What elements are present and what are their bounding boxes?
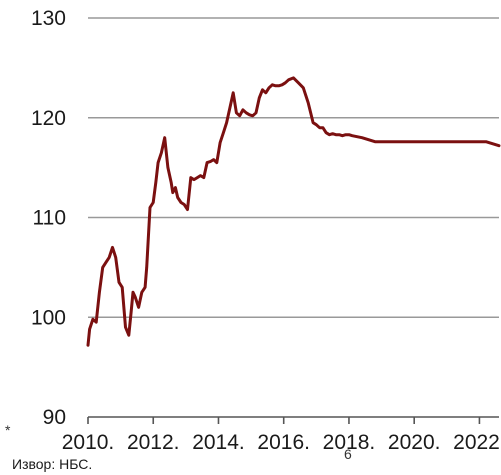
- x-tick-label: 2010.: [62, 431, 115, 454]
- series-group: [86, 76, 501, 347]
- y-tick-label: 100: [31, 306, 66, 329]
- footnote-mark: *: [5, 422, 11, 438]
- x-tick-label: 2022.: [453, 431, 501, 454]
- x-axis-ticks: 2010. 2012. 2014. 2016. 2018. 2020. 2022.: [62, 431, 501, 454]
- x-tick-label: 2014.: [192, 431, 245, 454]
- y-tick-label: 120: [31, 107, 66, 130]
- y-axis-ticks: 90 100 110 120 130: [31, 7, 66, 429]
- stray-mark: 6: [344, 446, 352, 462]
- x-tick-label: 2012.: [127, 431, 180, 454]
- y-tick-label: 130: [31, 7, 66, 30]
- source-note: Извор: НБС.: [12, 456, 92, 472]
- x-tick-label: 2018.: [323, 431, 376, 454]
- gridlines: [88, 17, 499, 319]
- x-axis: [87, 416, 499, 424]
- y-tick-label: 110: [33, 207, 66, 230]
- y-tick-label: 90: [43, 406, 66, 429]
- series-line: [86, 76, 501, 347]
- x-tick-label: 2016.: [257, 431, 310, 454]
- x-tick-label: 2020.: [388, 431, 441, 454]
